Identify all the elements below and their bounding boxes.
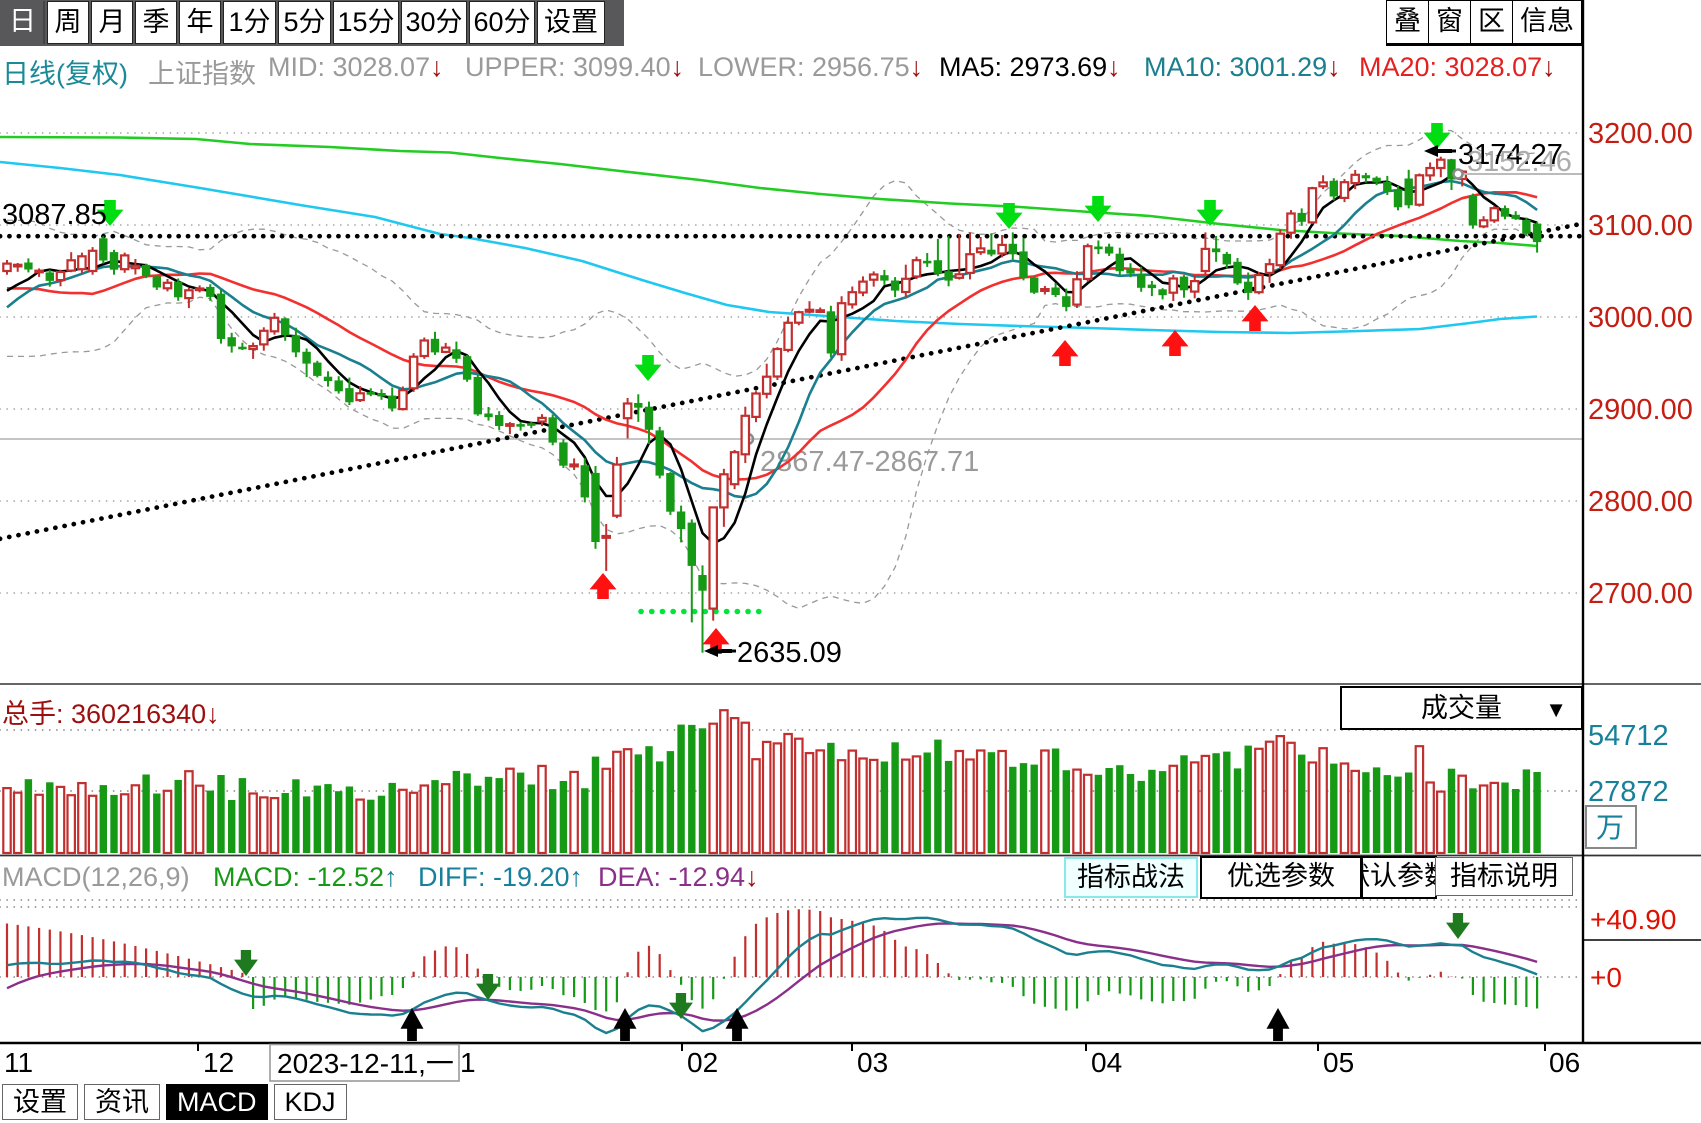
svg-text:06: 06 [1549,1047,1580,1078]
svg-text:3152.46: 3152.46 [1467,146,1572,178]
svg-text:2635.09: 2635.09 [737,637,842,669]
svg-text:02: 02 [687,1047,718,1078]
svg-text:3100.00: 3100.00 [1588,210,1693,242]
svg-text:2023-12-11,一: 2023-12-11,一 [277,1048,454,1079]
svg-text:+40.90: +40.90 [1590,904,1676,935]
svg-text:03: 03 [857,1047,888,1078]
svg-text:11: 11 [4,1047,33,1078]
svg-text:1: 1 [460,1047,476,1078]
svg-text:2900.00: 2900.00 [1588,394,1693,426]
svg-text:3174.27: 3174.27 [1458,139,1563,171]
svg-text:+0: +0 [1590,962,1622,993]
svg-text:2867.47-2867.71: 2867.47-2867.71 [760,446,979,478]
svg-text:3087.85: 3087.85 [2,199,107,231]
svg-text:27872: 27872 [1588,776,1669,808]
svg-text:12: 12 [203,1047,234,1078]
svg-text:2800.00: 2800.00 [1588,486,1693,518]
svg-text:3000.00: 3000.00 [1588,302,1693,334]
svg-text:2700.00: 2700.00 [1588,578,1693,610]
svg-text:万: 万 [1596,812,1624,843]
svg-text:54712: 54712 [1588,720,1669,752]
svg-text:05: 05 [1323,1047,1354,1078]
svg-text:04: 04 [1091,1047,1122,1078]
svg-text:3200.00: 3200.00 [1588,118,1693,150]
